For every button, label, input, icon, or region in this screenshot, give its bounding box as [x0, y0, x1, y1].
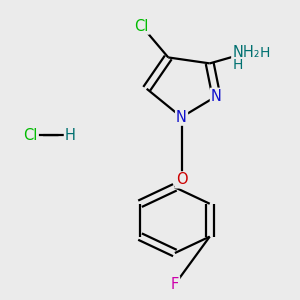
Text: N: N: [211, 89, 222, 104]
Text: F: F: [171, 277, 179, 292]
Text: O: O: [176, 172, 187, 188]
Text: H: H: [233, 58, 243, 72]
Text: Cl: Cl: [23, 128, 38, 142]
Text: H: H: [65, 128, 76, 142]
Text: H: H: [259, 46, 270, 60]
Text: NH₂: NH₂: [232, 46, 260, 61]
Text: N: N: [232, 46, 243, 61]
Text: N: N: [176, 110, 187, 125]
Text: Cl: Cl: [134, 19, 149, 34]
